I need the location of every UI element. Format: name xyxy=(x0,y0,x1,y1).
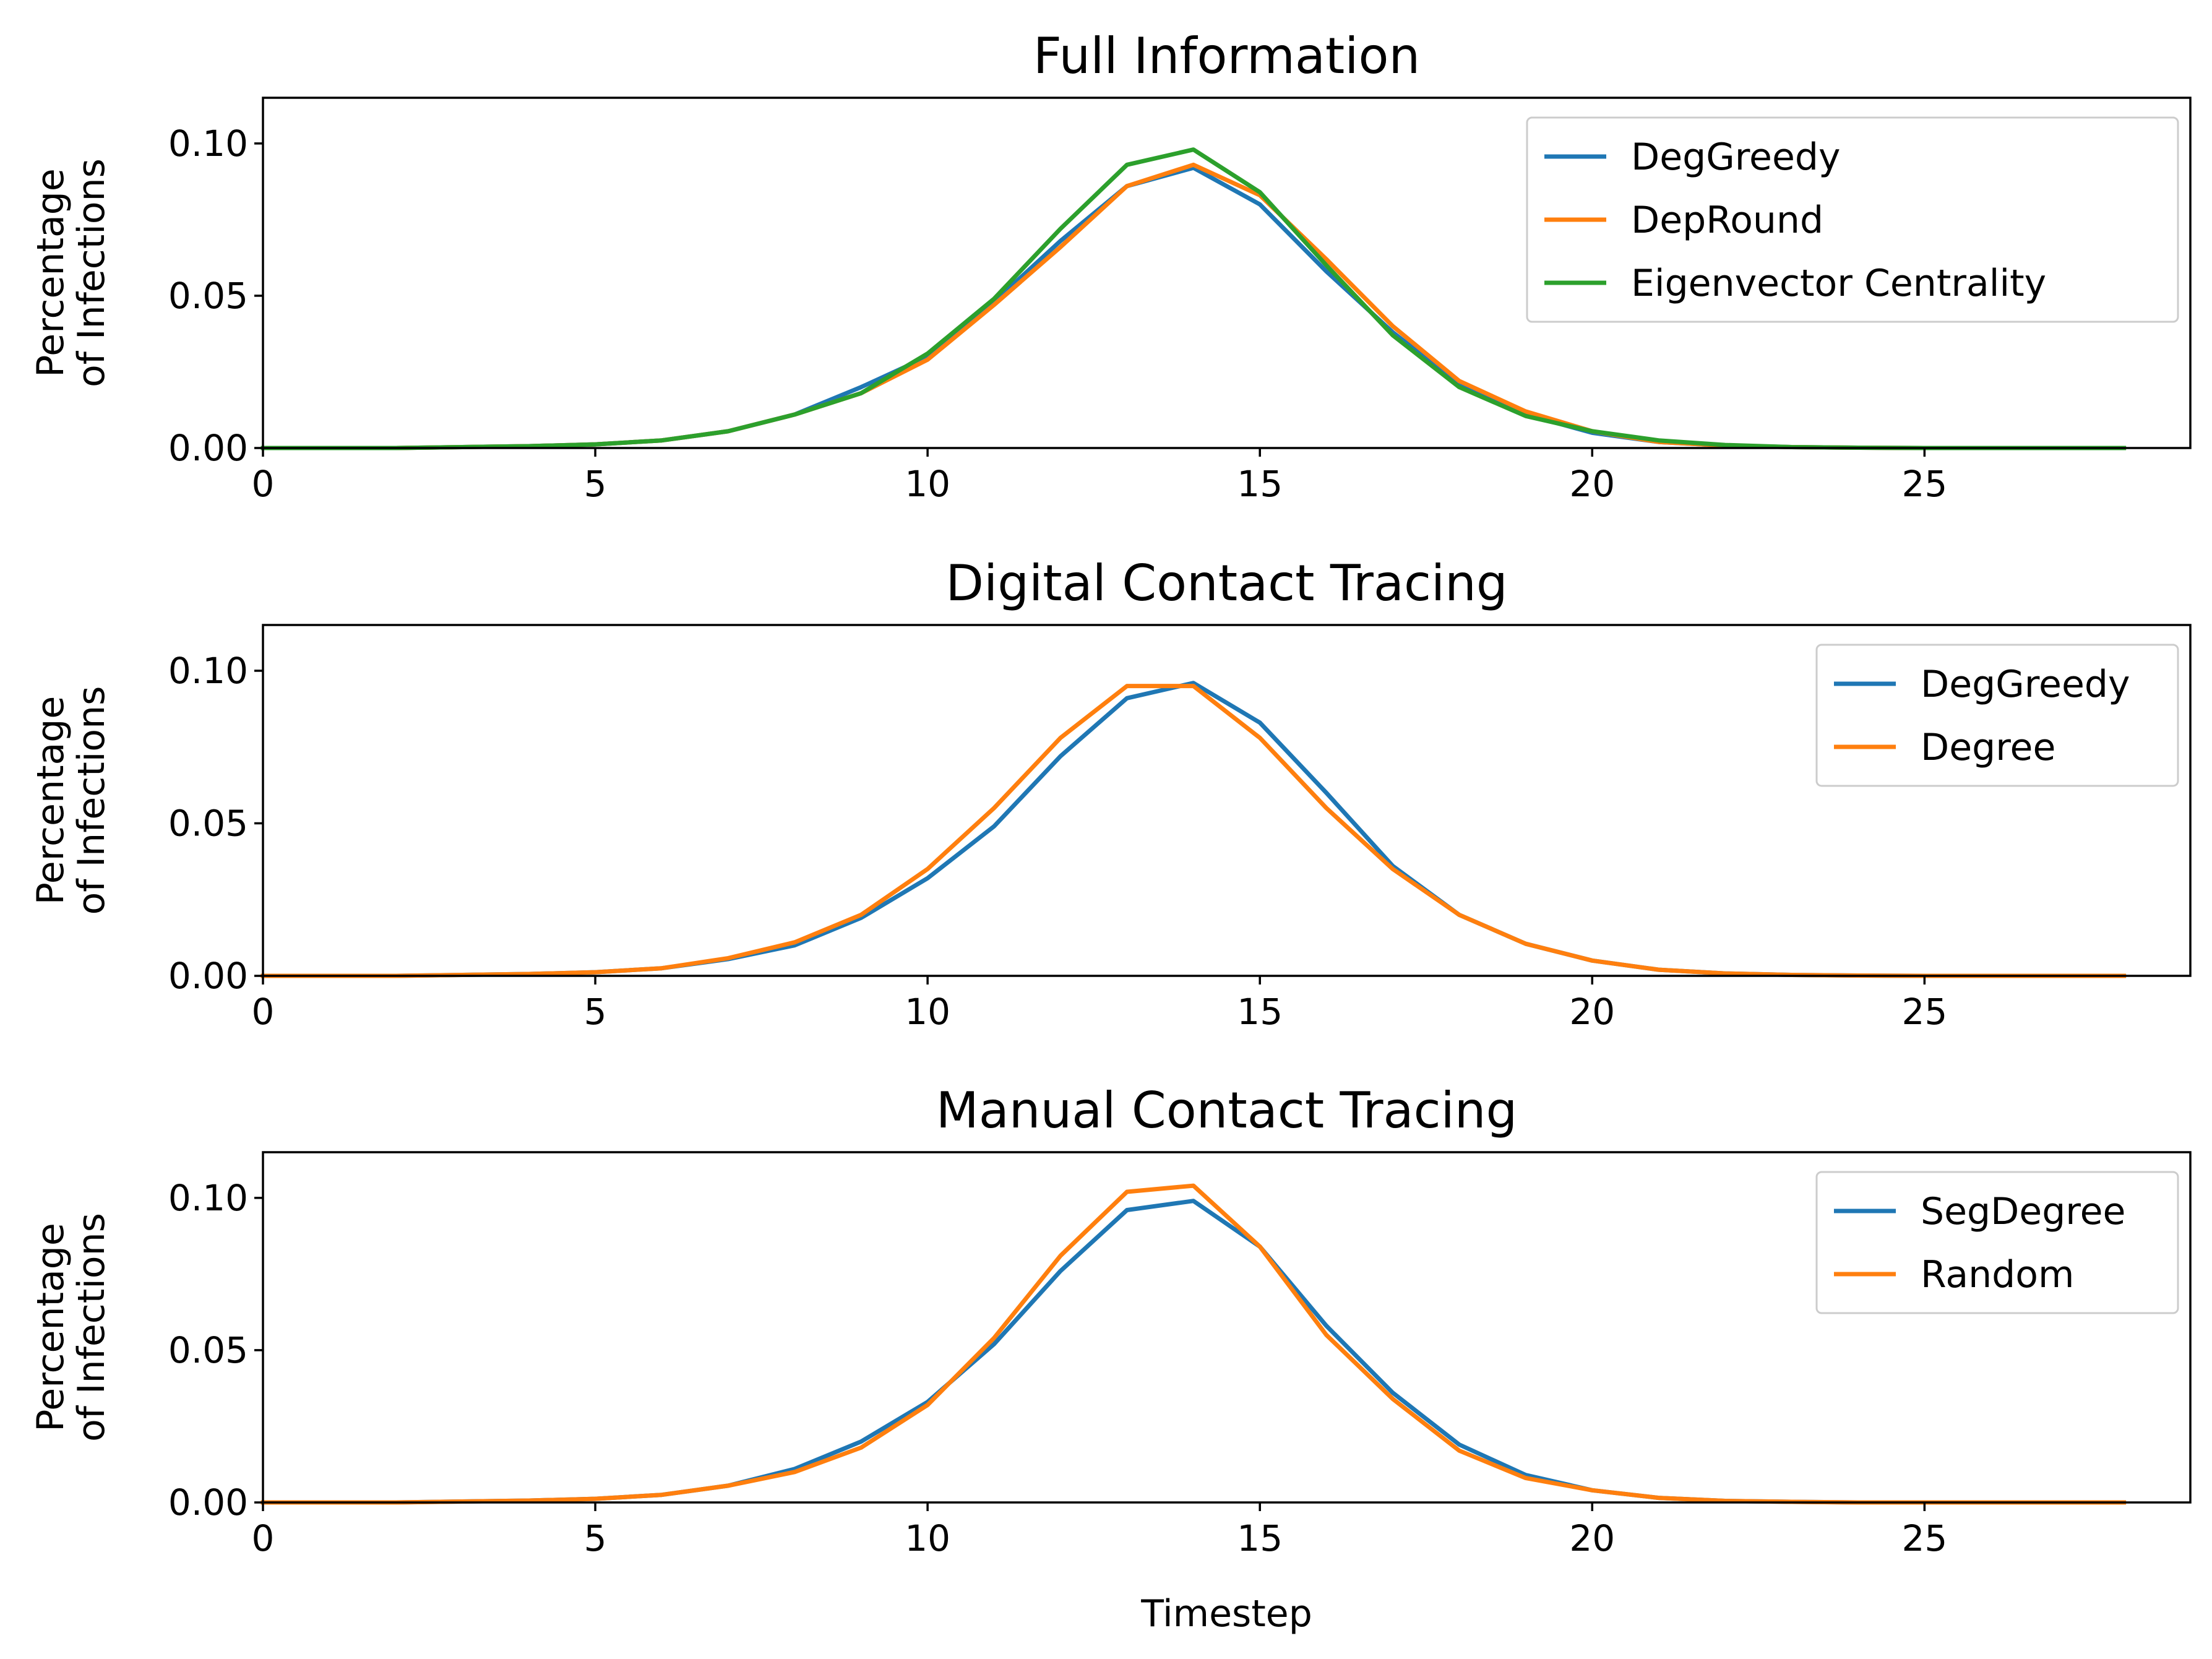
legend: SegDegree Random xyxy=(1815,1171,2179,1314)
y-axis-label-line-2: of Infections xyxy=(70,158,113,387)
legend-entry-label: Degree xyxy=(1921,726,2055,769)
x-tick-label: 0 xyxy=(252,1517,275,1559)
x-tick-label: 0 xyxy=(252,463,275,505)
legend-entry-label: DegGreedy xyxy=(1631,136,1840,179)
panel-title: Manual Contact Tracing xyxy=(936,1082,1518,1139)
x-tick-label: 20 xyxy=(1569,991,1615,1033)
legend-entry-label: DegGreedy xyxy=(1921,663,2130,706)
panel-manual-contact-tracing: Manual Contact Tracing Percentage of Inf… xyxy=(29,1082,2192,1635)
x-tick-label: 10 xyxy=(905,991,950,1033)
y-axis-label-line-2: of Infections xyxy=(70,1213,113,1442)
legend-entry-label: SegDegree xyxy=(1921,1190,2125,1233)
x-tick-label: 15 xyxy=(1237,463,1283,505)
y-tick-label: 0.10 xyxy=(168,123,248,165)
x-tick-label: 10 xyxy=(905,1517,950,1559)
x-tick-label: 10 xyxy=(905,463,950,505)
legend-entry-label: DepRound xyxy=(1631,199,1823,242)
x-tick-label: 25 xyxy=(1901,1517,1947,1559)
y-axis-label-line-2: of Infections xyxy=(70,686,113,915)
y-axis-label-line-1: Percentage xyxy=(29,1223,72,1432)
x-tick-label: 0 xyxy=(252,991,275,1033)
panel-title: Digital Contact Tracing xyxy=(945,554,1507,612)
panel-title: Full Information xyxy=(1033,27,1420,85)
y-tick-label: 0.05 xyxy=(168,1329,248,1371)
axes-frame xyxy=(262,97,2192,449)
x-tick-label: 5 xyxy=(584,991,607,1033)
x-tick-label: 20 xyxy=(1569,463,1615,505)
y-tick-label: 0.00 xyxy=(168,1481,248,1523)
x-tick-label: 20 xyxy=(1569,1517,1615,1559)
x-tick-label: 25 xyxy=(1901,991,1947,1033)
legend-entry-label: Random xyxy=(1921,1253,2074,1296)
y-axis-label-line-1: Percentage xyxy=(29,168,72,377)
legend: DegGreedy Degree xyxy=(1815,644,2179,787)
y-tick-label: 0.00 xyxy=(168,427,248,469)
legend-box xyxy=(1815,1171,2179,1314)
y-tick-label: 0.05 xyxy=(168,802,248,844)
legend-box xyxy=(1526,116,2179,323)
legend-box xyxy=(1815,644,2179,787)
legend: DegGreedy DepRound Eigenvector Centrality xyxy=(1526,116,2179,323)
y-axis-label-line-1: Percentage xyxy=(29,696,72,905)
axes-frame xyxy=(262,624,2192,977)
panel-digital-contact-tracing: Digital Contact Tracing Percentage of In… xyxy=(29,554,2192,1033)
x-tick-label: 5 xyxy=(584,1517,607,1559)
legend-entry-label: Eigenvector Centrality xyxy=(1631,262,2046,305)
x-axis-label: Timestep xyxy=(1140,1592,1312,1635)
x-tick-label: 15 xyxy=(1237,991,1283,1033)
y-tick-label: 0.10 xyxy=(168,1177,248,1219)
y-tick-label: 0.05 xyxy=(168,275,248,317)
panel-full-information: Full Information Percentage of Infection… xyxy=(29,27,2192,505)
axes-frame xyxy=(262,1151,2192,1504)
x-tick-label: 25 xyxy=(1901,463,1947,505)
y-tick-label: 0.10 xyxy=(168,650,248,692)
x-tick-label: 5 xyxy=(584,463,607,505)
x-tick-label: 15 xyxy=(1237,1517,1283,1559)
y-tick-label: 0.00 xyxy=(168,955,248,997)
